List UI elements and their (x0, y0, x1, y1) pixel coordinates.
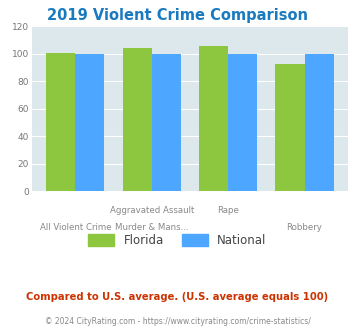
Bar (305, 54, 334, 191)
Bar (75, 54, 104, 191)
Bar (199, 46, 228, 191)
Bar (228, 54, 257, 191)
Text: Aggravated Assault: Aggravated Assault (110, 206, 194, 215)
Text: Murder & Mans...: Murder & Mans... (115, 223, 189, 232)
Bar (46, 52, 75, 191)
Text: Compared to U.S. average. (U.S. average equals 100): Compared to U.S. average. (U.S. average … (26, 292, 329, 302)
Bar (123, 49, 152, 191)
Text: © 2024 CityRating.com - https://www.cityrating.com/crime-statistics/: © 2024 CityRating.com - https://www.city… (45, 317, 310, 326)
Text: Rape: Rape (217, 206, 239, 215)
Bar (275, 64, 305, 191)
Text: Robbery: Robbery (286, 223, 322, 232)
Bar (152, 54, 181, 191)
Text: All Violent Crime: All Violent Crime (39, 223, 111, 232)
Legend: Florida, National: Florida, National (82, 228, 273, 253)
Text: 2019 Violent Crime Comparison: 2019 Violent Crime Comparison (47, 8, 308, 23)
